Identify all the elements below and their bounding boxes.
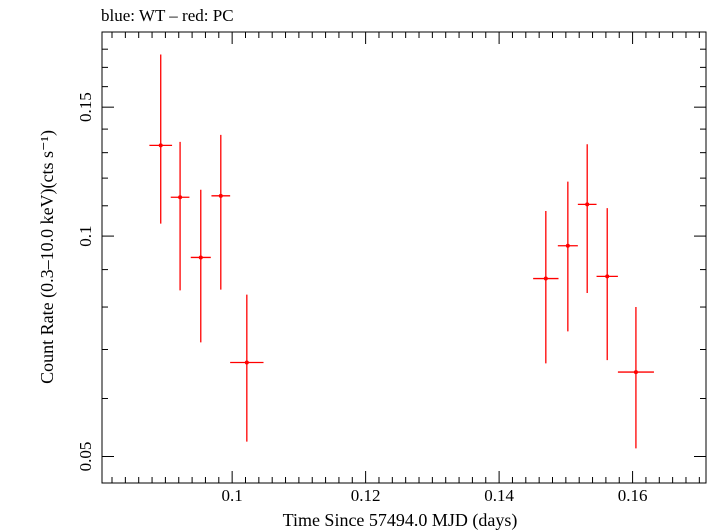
data-marker bbox=[218, 193, 223, 198]
data-marker bbox=[605, 274, 610, 279]
y-axis-label: Count Rate (0.3–10.0 keV)(cts s⁻¹) bbox=[37, 130, 58, 384]
data-point bbox=[577, 144, 597, 294]
data-marker bbox=[158, 143, 163, 148]
data-point bbox=[533, 211, 559, 364]
data-point bbox=[230, 294, 264, 442]
data-marker bbox=[198, 255, 203, 260]
x-tick-label: 0.14 bbox=[484, 486, 514, 505]
y-tick-label: 0.15 bbox=[76, 92, 95, 122]
data-point bbox=[149, 54, 173, 224]
data-point bbox=[190, 189, 211, 343]
data-point bbox=[557, 181, 578, 332]
data-points bbox=[149, 54, 654, 449]
chart-title: blue: WT – red: PC bbox=[101, 6, 234, 25]
data-point bbox=[170, 141, 190, 291]
plot-frame bbox=[101, 31, 707, 484]
axis-ticks: 0.1 0.12 0.14 0.16 0.05 0.1 0.15 bbox=[76, 31, 706, 505]
data-point bbox=[211, 134, 231, 290]
x-tick-label: 0.12 bbox=[351, 486, 381, 505]
data-marker bbox=[633, 370, 638, 375]
data-marker bbox=[543, 276, 548, 281]
x-tick-label: 0.1 bbox=[222, 486, 243, 505]
data-marker bbox=[565, 243, 570, 248]
y-tick-label: 0.05 bbox=[76, 442, 95, 472]
x-axis-label: Time Since 57494.0 MJD (days) bbox=[283, 510, 518, 531]
data-point bbox=[617, 307, 654, 449]
data-marker bbox=[244, 360, 249, 365]
data-point bbox=[596, 208, 618, 361]
y-tick-label: 0.1 bbox=[76, 225, 95, 246]
x-tick-label: 0.16 bbox=[618, 486, 648, 505]
data-marker bbox=[178, 195, 183, 200]
data-marker bbox=[585, 202, 590, 207]
